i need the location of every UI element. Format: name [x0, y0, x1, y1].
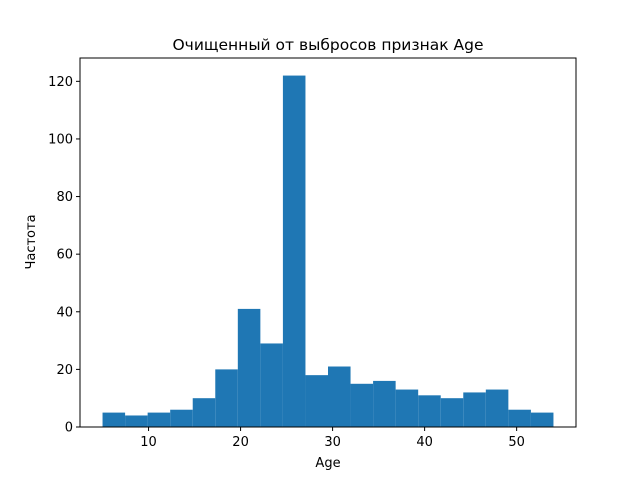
bar — [102, 412, 126, 427]
bar — [170, 409, 193, 427]
x-tick-label: 20 — [232, 435, 249, 450]
y-tick-label: 20 — [56, 363, 73, 378]
bar — [350, 383, 374, 427]
y-tick-label: 80 — [56, 190, 73, 205]
bar — [418, 395, 441, 427]
bar — [237, 308, 261, 427]
x-tick-label: 50 — [508, 435, 525, 450]
bar — [463, 392, 486, 427]
x-tick-label: 10 — [140, 435, 157, 450]
y-tick-label: 0 — [65, 421, 73, 436]
x-axis-label: Age — [315, 456, 340, 471]
bar — [440, 398, 464, 427]
y-tick-label: 120 — [48, 75, 73, 90]
bar — [395, 389, 419, 427]
bar — [282, 75, 306, 428]
bar — [147, 412, 171, 427]
bar — [508, 409, 531, 427]
y-axis-label: Частота — [24, 214, 39, 269]
chart-title: Очищенный от выбросов признак Age — [172, 36, 483, 54]
y-tick-label: 60 — [56, 248, 73, 263]
bar — [215, 369, 238, 427]
x-tick-label: 30 — [324, 435, 341, 450]
bar — [485, 389, 509, 427]
y-tick-label: 40 — [56, 305, 73, 320]
x-tick-label: 40 — [416, 435, 433, 450]
bar — [373, 380, 396, 427]
bar — [530, 412, 554, 427]
bar — [328, 366, 351, 427]
axes-frame — [79, 57, 577, 428]
bar — [125, 415, 148, 427]
bar — [305, 375, 328, 427]
bar — [192, 398, 216, 427]
bar — [260, 343, 283, 427]
y-tick-label: 100 — [48, 132, 73, 147]
